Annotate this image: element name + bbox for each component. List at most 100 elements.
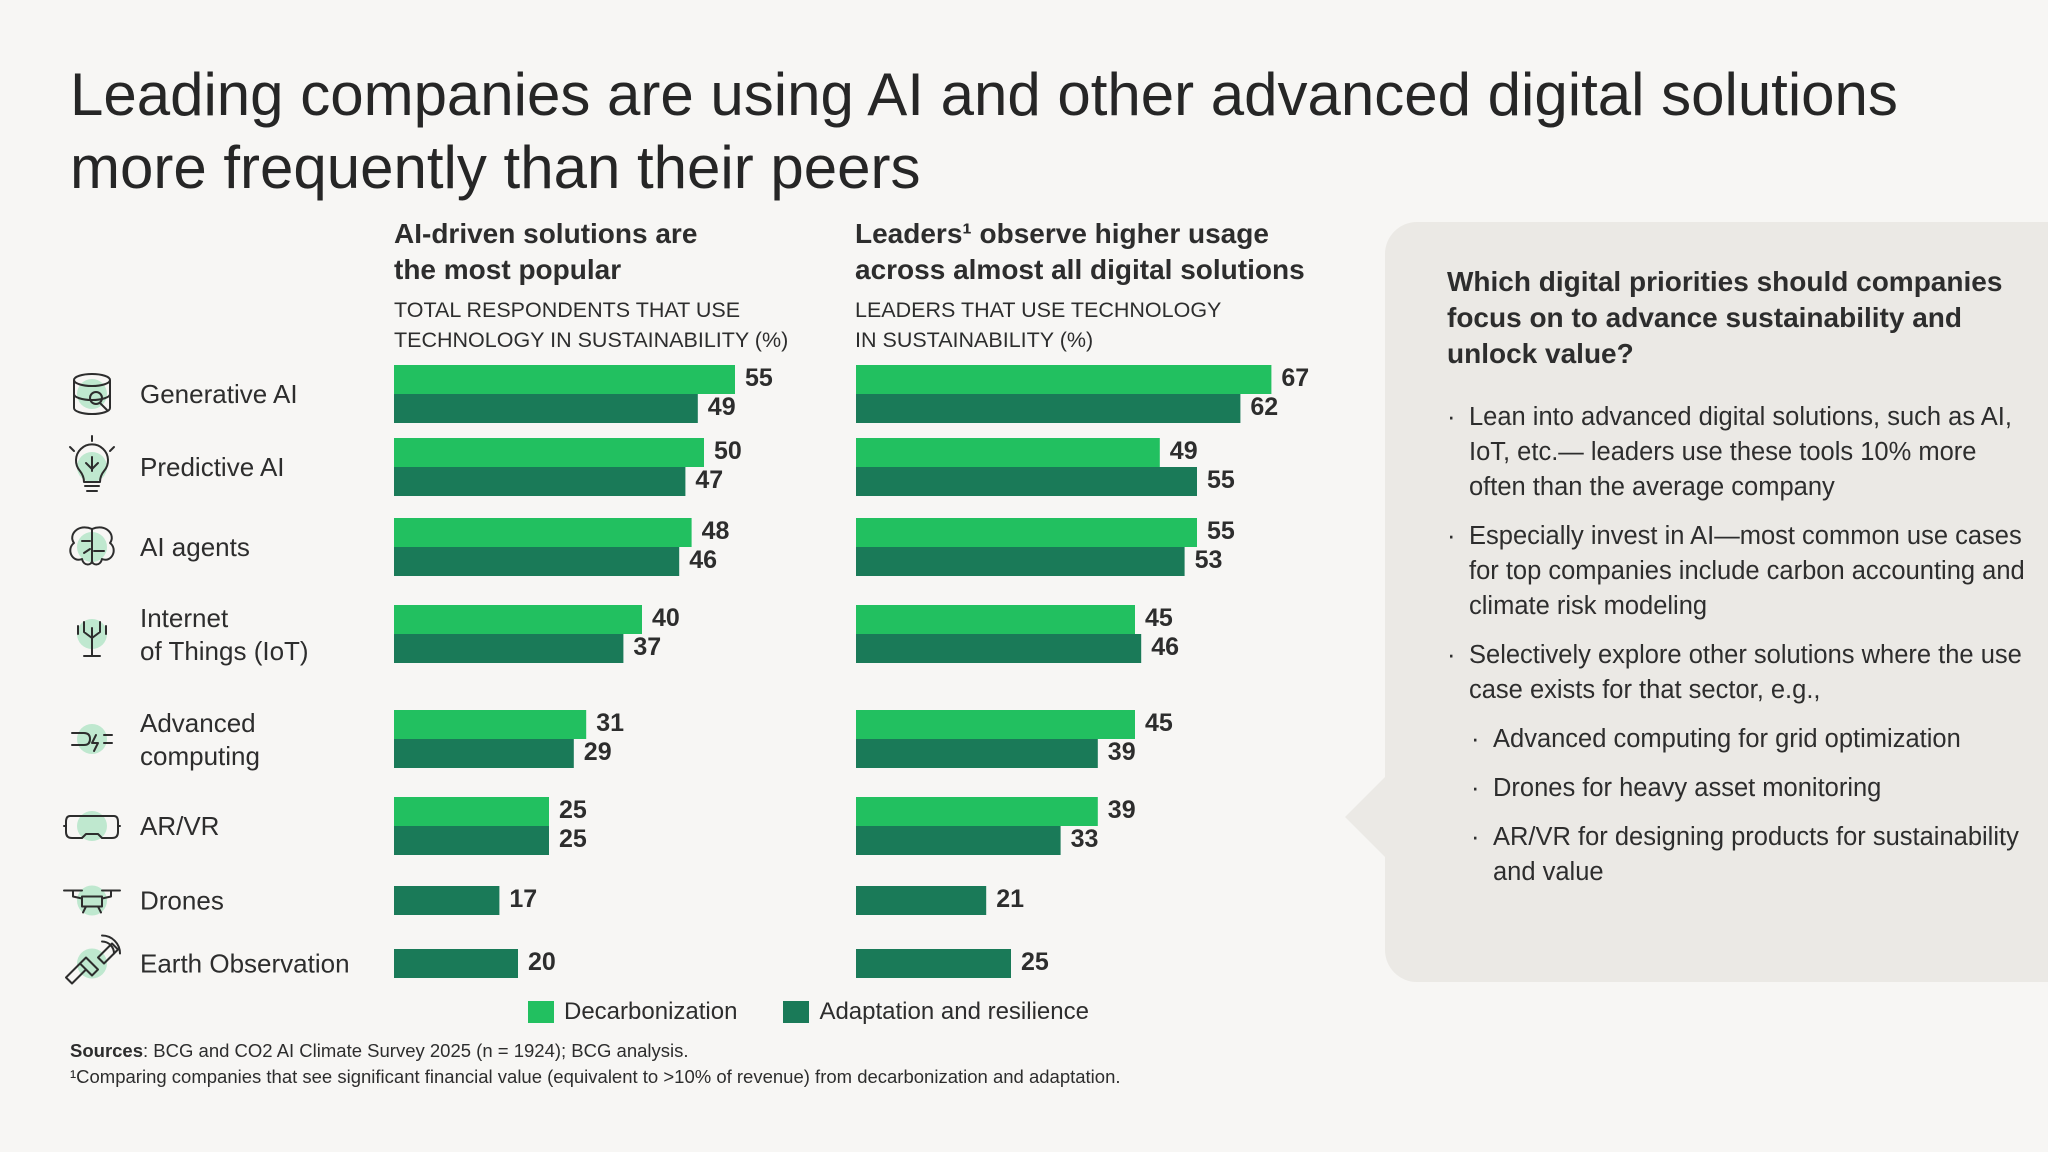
- bar-adaptation: [856, 886, 987, 915]
- bar-value-label: 62: [1250, 393, 1278, 421]
- satellite-icon: [65, 934, 121, 985]
- bar-value-label: 55: [745, 364, 773, 392]
- bar-value-label: 31: [596, 709, 624, 737]
- bar-adaptation: [394, 394, 698, 423]
- panel-2-subtitle-line-2: IN SUSTAINABILITY (%): [855, 328, 1094, 352]
- bar-decarbonization: [394, 518, 692, 547]
- bar-value-label: 37: [633, 633, 661, 661]
- bar-value-label: 50: [714, 437, 742, 465]
- bar-adaptation: [856, 949, 1011, 978]
- panel-1-subtitle-line-1: TOTAL RESPONDENTS THAT USE: [394, 298, 741, 322]
- vr-headset-icon: [63, 811, 121, 841]
- bar-adaptation: [394, 634, 624, 663]
- bar-value-label: 49: [1170, 437, 1198, 465]
- bar-value-label: 20: [528, 948, 556, 976]
- bar-value-label: 55: [1207, 466, 1235, 494]
- brain-network-icon: [69, 526, 115, 566]
- panel-2-heading-line-2: across almost all digital solutions: [855, 254, 1305, 285]
- sidebar-bullet: Lean into advanced digital solutions, su…: [1447, 400, 2027, 505]
- legend-item-adaptation: Adaptation and resilience: [783, 998, 1089, 1026]
- panel-2-header: Leaders¹ observe higher usage across alm…: [855, 216, 1375, 355]
- bar-decarbonization: [856, 797, 1098, 826]
- legend-swatch-adaptation: [783, 1001, 810, 1023]
- bar-decarbonization: [394, 605, 642, 634]
- lightbulb-circuit-icon: [69, 435, 115, 492]
- category-label: Generative AI: [140, 379, 298, 409]
- drone-icon: [63, 885, 121, 916]
- bar-value-label: 48: [702, 517, 730, 545]
- bar-value-label: 29: [584, 738, 612, 766]
- bar-decarbonization: [856, 518, 1197, 547]
- bar-adaptation: [856, 634, 1142, 663]
- database-search-icon: [73, 373, 111, 415]
- bar-decarbonization: [856, 365, 1272, 394]
- bar-adaptation: [394, 826, 549, 855]
- sidebar-bullet: Selectively explore other solutions wher…: [1447, 638, 2027, 708]
- bar-value-label: 53: [1195, 546, 1223, 574]
- bar-value-label: 17: [509, 885, 537, 913]
- bar-adaptation: [856, 394, 1241, 423]
- bar-adaptation: [394, 467, 686, 496]
- category-label: Earth Observation: [140, 949, 350, 979]
- bar-value-label: 49: [708, 393, 736, 421]
- sources-label: Sources: [70, 1040, 144, 1061]
- bar-adaptation: [394, 547, 680, 576]
- bar-value-label: 25: [1021, 948, 1049, 976]
- panel-1-heading-line-2: the most popular: [394, 254, 622, 285]
- panel-2-subtitle-line-1: LEADERS THAT USE TECHNOLOGY: [855, 298, 1222, 322]
- title-line-1: Leading companies are using AI and other…: [70, 61, 1898, 128]
- page-title: Leading companies are using AI and other…: [70, 58, 1970, 204]
- sidebar-bullet-list: Lean into advanced digital solutions, su…: [1447, 400, 2027, 904]
- bar-decarbonization: [394, 710, 587, 739]
- bar-value-label: 46: [689, 546, 717, 574]
- bar-adaptation: [394, 886, 500, 915]
- chart-legend: Decarbonization Adaptation and resilienc…: [528, 998, 1089, 1026]
- bar-adaptation: [394, 739, 574, 768]
- bar-value-label: 46: [1151, 633, 1179, 661]
- legend-item-decarbonization: Decarbonization: [528, 998, 737, 1026]
- category-label: AI agents: [140, 532, 250, 562]
- legend-label-adaptation: Adaptation and resilience: [819, 998, 1089, 1025]
- bar-value-label: 67: [1281, 364, 1309, 392]
- bar-value-label: 39: [1108, 738, 1136, 766]
- bar-decarbonization: [394, 797, 549, 826]
- bar-adaptation: [856, 826, 1061, 855]
- bar-value-label: 47: [695, 466, 723, 494]
- legend-swatch-decarbonization: [528, 1001, 554, 1023]
- panel-1-header: AI-driven solutions are the most popular…: [394, 216, 854, 355]
- bar-value-label: 39: [1108, 796, 1136, 824]
- bar-decarbonization: [394, 438, 704, 467]
- sidebar-sub-bullet: AR/VR for designing products for sustain…: [1471, 820, 2027, 890]
- category-label: Predictive AI: [140, 452, 285, 482]
- sources-note: Sources: BCG and CO2 AI Climate Survey 2…: [70, 1038, 1121, 1090]
- bar-decarbonization: [856, 605, 1135, 634]
- sidebar-bullet: Especially invest in AI—most common use …: [1447, 519, 2027, 624]
- bar-decarbonization: [856, 710, 1135, 739]
- bar-adaptation: [856, 467, 1197, 496]
- bar-value-label: 55: [1207, 517, 1235, 545]
- advanced-computing-icon: [71, 724, 113, 754]
- priorities-sidebar: Which digital priorities should companie…: [1345, 222, 2048, 982]
- bar-value-label: 45: [1145, 604, 1173, 632]
- sidebar-pointer: [1345, 777, 1385, 857]
- bar-value-label: 21: [996, 885, 1024, 913]
- bar-value-label: 40: [652, 604, 680, 632]
- sidebar-sub-bullet: Advanced computing for grid optimization: [1471, 722, 2027, 757]
- bar-value-label: 45: [1145, 709, 1173, 737]
- bar-adaptation: [394, 949, 518, 978]
- bar-value-label: 33: [1071, 825, 1099, 853]
- legend-label-decarbonization: Decarbonization: [564, 998, 738, 1025]
- sidebar-sub-bullet: Drones for heavy asset monitoring: [1471, 771, 2027, 806]
- panel-2-heading-line-1: Leaders¹ observe higher usage: [855, 218, 1269, 249]
- sources-text: : BCG and CO2 AI Climate Survey 2025 (n …: [143, 1040, 689, 1061]
- bar-value-label: 25: [559, 825, 587, 853]
- bar-value-label: 25: [559, 796, 587, 824]
- category-label: Internet of Things (IoT): [140, 603, 309, 666]
- category-label: Advanced computing: [140, 708, 260, 771]
- panel-1-heading-line-1: AI-driven solutions are: [394, 218, 698, 249]
- bar-adaptation: [856, 739, 1098, 768]
- footnote: ¹Comparing companies that see significan…: [70, 1066, 1121, 1087]
- sidebar-question: Which digital priorities should companie…: [1447, 266, 2003, 369]
- bar-adaptation: [856, 547, 1185, 576]
